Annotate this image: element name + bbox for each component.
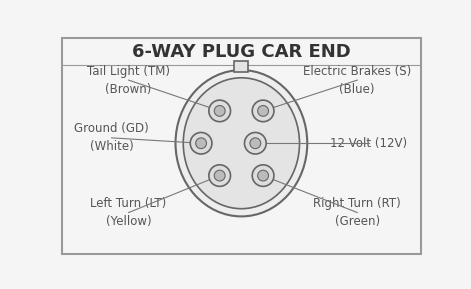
Circle shape <box>244 132 266 154</box>
Circle shape <box>258 170 268 181</box>
Circle shape <box>209 165 230 186</box>
Circle shape <box>252 100 274 122</box>
Ellipse shape <box>183 78 300 209</box>
Circle shape <box>250 138 261 149</box>
Text: Tail Light (TM)
(Brown): Tail Light (TM) (Brown) <box>87 65 170 96</box>
Circle shape <box>252 165 274 186</box>
Text: Electric Brakes (S)
(Blue): Electric Brakes (S) (Blue) <box>303 65 411 96</box>
Circle shape <box>195 138 206 149</box>
Text: 12 Volt (12V): 12 Volt (12V) <box>330 137 407 150</box>
Circle shape <box>209 100 230 122</box>
Text: Ground (GD)
(White): Ground (GD) (White) <box>74 122 149 153</box>
Text: Left Turn (LT)
(Yellow): Left Turn (LT) (Yellow) <box>90 197 167 228</box>
Text: 6-WAY PLUG CAR END: 6-WAY PLUG CAR END <box>132 42 351 61</box>
Circle shape <box>190 132 212 154</box>
Circle shape <box>214 170 225 181</box>
Ellipse shape <box>176 70 307 216</box>
Circle shape <box>214 105 225 116</box>
Text: Right Turn (RT)
(Green): Right Turn (RT) (Green) <box>313 197 401 228</box>
Bar <box>235 61 248 72</box>
Circle shape <box>258 105 268 116</box>
